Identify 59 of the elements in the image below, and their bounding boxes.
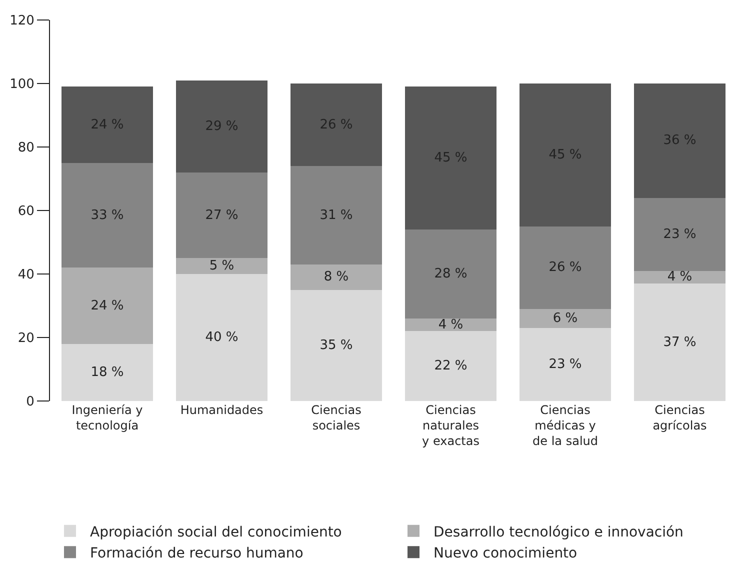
- data-label: 33 %: [90, 208, 124, 223]
- data-label: 37 %: [663, 334, 696, 350]
- data-label: 22 %: [434, 358, 468, 374]
- x-tick-label: Ciencias naturales y exactas: [422, 403, 480, 448]
- bar: [404, 331, 497, 401]
- bar: [290, 84, 382, 166]
- data-label: 24 %: [90, 298, 124, 314]
- bar: [61, 86, 154, 163]
- x-tick-label: Humanidades: [180, 403, 264, 417]
- bar: [290, 166, 382, 264]
- data-label: 23 %: [663, 226, 696, 242]
- bar: [176, 274, 268, 401]
- bar: [290, 290, 382, 401]
- bar: [634, 270, 726, 284]
- bar: [404, 86, 497, 230]
- bar: [634, 84, 726, 198]
- data-label: 31 %: [320, 208, 353, 223]
- data-label: 6 %: [552, 310, 578, 326]
- data-label: 23 %: [548, 356, 582, 372]
- y-tick-label: 60: [18, 204, 34, 220]
- bar: [634, 198, 726, 271]
- data-label: 27 %: [205, 208, 238, 223]
- bar: [176, 80, 268, 172]
- data-label: 35 %: [320, 338, 353, 353]
- data-label: 18 %: [90, 364, 124, 380]
- y-tick-label: 20: [18, 331, 34, 346]
- bar: [290, 264, 382, 290]
- y-tick-label: 80: [18, 140, 34, 156]
- bar: [519, 328, 612, 401]
- bar: [634, 284, 726, 401]
- data-label: 8 %: [324, 270, 349, 285]
- legend-label: Nuevo conocimiento: [434, 546, 578, 562]
- x-tick-label: Ingeniería y tecnología: [72, 403, 143, 433]
- data-label: 28 %: [434, 266, 468, 282]
- data-label: 40 %: [205, 330, 238, 345]
- bar: [176, 172, 268, 258]
- bar: [404, 318, 497, 332]
- bar: [404, 230, 497, 318]
- bar: [519, 308, 612, 328]
- y-tick-label: 0: [26, 394, 34, 410]
- x-tick-label: Ciencias agrícolas: [652, 403, 707, 433]
- data-label: 4 %: [438, 317, 464, 332]
- bar: [61, 344, 154, 401]
- bar: [61, 268, 154, 344]
- bar: [176, 258, 268, 274]
- data-label: 4 %: [667, 270, 692, 285]
- y-tick-label: 100: [10, 77, 34, 92]
- x-tick-label: Ciencias sociales: [311, 403, 362, 433]
- data-label: 26 %: [548, 260, 582, 276]
- bar: [61, 162, 154, 268]
- legend-label: Desarrollo tecnológico e innovación: [434, 524, 684, 540]
- x-tick-label: Ciencias médicas y de la salud: [532, 403, 598, 448]
- y-tick-label: 40: [18, 268, 34, 283]
- y-tick-label: 120: [10, 14, 34, 29]
- bar: [519, 226, 612, 309]
- legend-label: Apropiación social del conocimiento: [90, 524, 342, 540]
- data-label: 5 %: [209, 258, 234, 274]
- legend-label: Formación de recurso humano: [90, 546, 304, 562]
- bar: [519, 84, 612, 226]
